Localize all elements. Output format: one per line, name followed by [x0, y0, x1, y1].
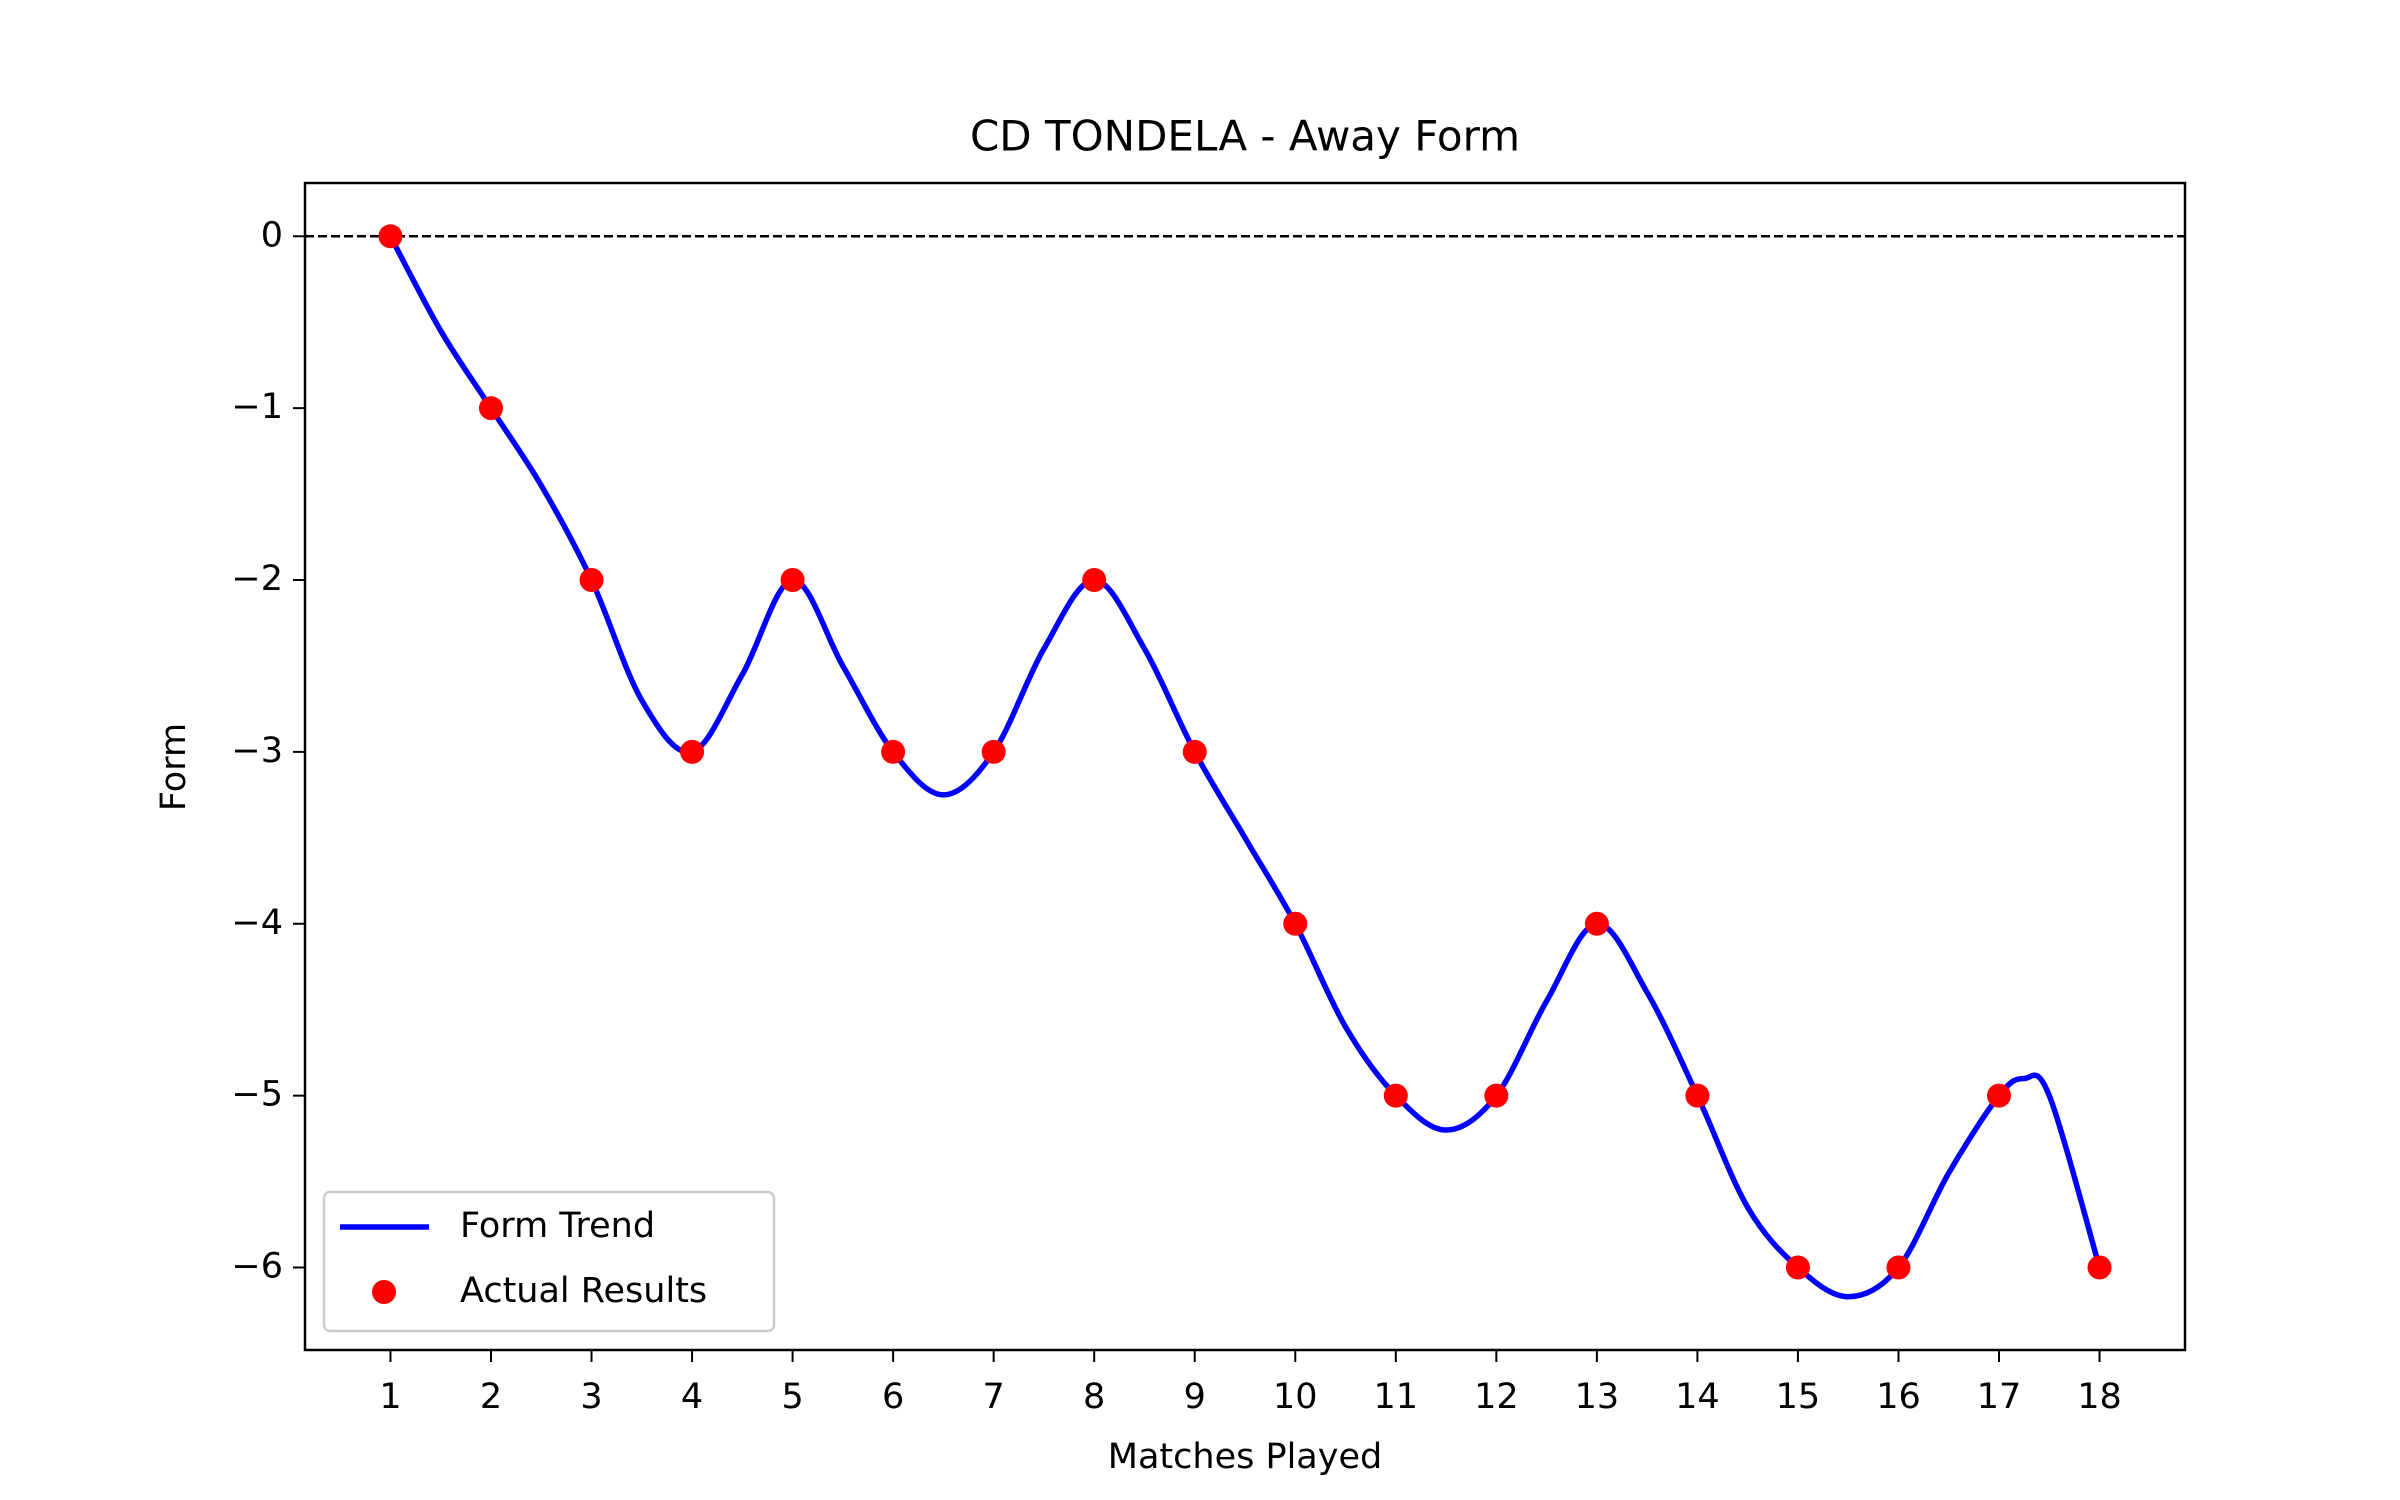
result-point: [981, 739, 1006, 764]
result-point: [378, 224, 403, 249]
x-tick-label: 13: [1575, 1377, 1620, 1417]
plot-frame: [303, 181, 2187, 1352]
x-tick-label: 5: [781, 1377, 803, 1417]
x-axis-label: Matches Played: [1108, 1437, 1382, 1477]
x-tick-label: 1: [379, 1377, 401, 1417]
result-point: [1082, 568, 1107, 593]
result-point: [780, 568, 805, 593]
x-tick-label: 2: [480, 1377, 502, 1417]
y-tick-label: −1: [231, 387, 283, 427]
y-tick-label: −6: [231, 1247, 283, 1287]
legend-box: [322, 1190, 776, 1333]
result-point: [579, 568, 604, 593]
y-axis-label: Form: [154, 723, 194, 811]
result-point: [1785, 1255, 1810, 1280]
result-point: [1182, 739, 1207, 764]
x-tick-label: 15: [1776, 1377, 1821, 1417]
y-tick-label: −4: [231, 903, 283, 943]
result-point: [680, 739, 705, 764]
result-point: [1484, 1083, 1509, 1108]
trend-line: [388, 234, 2103, 1300]
x-tick-label: 4: [681, 1377, 703, 1417]
result-point: [1886, 1255, 1911, 1280]
x-tick-label: 11: [1374, 1377, 1419, 1417]
x-tick-label: 8: [1083, 1377, 1105, 1417]
chart-title: CD TONDELA - Away Form: [970, 112, 1520, 161]
x-tick-label: 17: [1977, 1377, 2022, 1417]
x-tick-label: 10: [1273, 1377, 1318, 1417]
legend-marker: [372, 1280, 396, 1304]
result-point: [478, 396, 503, 421]
result-point: [1987, 1083, 2012, 1108]
result-point: [881, 739, 906, 764]
result-point: [1584, 911, 1609, 936]
y-tick-label: −5: [231, 1075, 283, 1115]
x-tick-label: 14: [1675, 1377, 1720, 1417]
result-point: [1685, 1083, 1710, 1108]
y-tick-label: 0: [261, 215, 283, 255]
legend-label: Actual Results: [460, 1271, 707, 1311]
y-tick-label: −2: [231, 559, 283, 599]
legend-label: Form Trend: [460, 1206, 655, 1246]
x-tick-label: 9: [1184, 1377, 1206, 1417]
y-tick-label: −3: [231, 731, 283, 771]
result-point: [2087, 1255, 2112, 1280]
x-tick-label: 16: [1876, 1377, 1921, 1417]
x-tick-label: 7: [983, 1377, 1005, 1417]
x-tick-label: 6: [882, 1377, 904, 1417]
x-tick-label: 18: [2077, 1377, 2122, 1417]
x-tick-label: 3: [580, 1377, 602, 1417]
result-point: [1383, 1083, 1408, 1108]
result-point: [1283, 911, 1308, 936]
x-tick-label: 12: [1474, 1377, 1519, 1417]
